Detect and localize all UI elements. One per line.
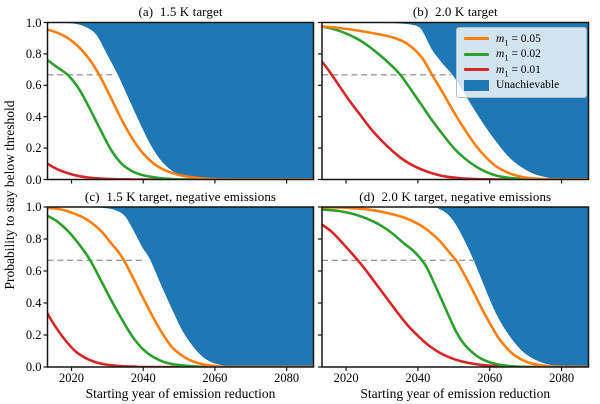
y-axis-label: Probability to stay below threshold bbox=[2, 100, 17, 290]
y-tick-label: 1.0 bbox=[25, 200, 42, 214]
curve-c-m1-0-02 bbox=[47, 214, 314, 367]
x-tick-label: 2060 bbox=[202, 371, 228, 385]
y-tick-label: 0.8 bbox=[25, 232, 42, 246]
legend-label: m1 = 0.05 bbox=[496, 32, 541, 48]
curve-c-m1-0-05 bbox=[47, 207, 314, 367]
legend-item-m1-002: m1 = 0.02 bbox=[464, 47, 580, 63]
x-axis-label-right: Starting year of emission reduction bbox=[360, 386, 551, 401]
curve-d-m1-0-02 bbox=[322, 208, 589, 367]
panel-d-spines bbox=[321, 206, 590, 368]
curve-b-m1-0-02 bbox=[322, 25, 589, 180]
legend-label: m1 = 0.01 bbox=[496, 63, 541, 79]
unachievable-region-d bbox=[322, 207, 589, 367]
x-tick-label: 2080 bbox=[549, 371, 575, 385]
y-tick-label: 0.2 bbox=[25, 141, 42, 156]
legend-item-m1-001: m1 = 0.01 bbox=[464, 62, 580, 78]
x-tick-label: 2020 bbox=[333, 371, 359, 385]
legend-label: Unachievable bbox=[496, 79, 560, 92]
panel-c-plot bbox=[47, 207, 314, 367]
x-tick-label: 2040 bbox=[130, 371, 156, 385]
y-tick-label: 0.0 bbox=[25, 172, 42, 187]
y-tick-label: 0.4 bbox=[25, 109, 42, 124]
legend-line-swatch-green bbox=[464, 52, 489, 56]
y-tick-label: 0.8 bbox=[25, 46, 42, 61]
panel-d-plot bbox=[322, 207, 589, 367]
panel-c-title: (c) 1.5 K target, negative emissions bbox=[84, 188, 277, 204]
x-tick-label: 2020 bbox=[59, 371, 85, 385]
legend-line-swatch-orange bbox=[464, 37, 489, 41]
curve-d-m1-0-05 bbox=[322, 207, 589, 367]
curve-b-m1-0-05 bbox=[322, 25, 589, 180]
curve-a-m1-0-01 bbox=[47, 162, 314, 180]
x-tick-label: 2040 bbox=[405, 371, 431, 385]
legend-patch-swatch-blue bbox=[464, 79, 489, 91]
y-tick-label: 0.6 bbox=[25, 264, 42, 278]
x-tick-label: 2060 bbox=[477, 371, 503, 385]
panel-b-title: (b) 2.0 K target bbox=[412, 4, 498, 19]
legend-item-m1-005: m1 = 0.05 bbox=[464, 31, 580, 47]
y-tick-label: 0.0 bbox=[25, 360, 42, 374]
unachievable-region-a bbox=[47, 22, 314, 180]
panel-c-spines bbox=[46, 206, 315, 368]
x-tick-label: 2080 bbox=[274, 371, 300, 385]
legend-label: m1 = 0.02 bbox=[496, 48, 541, 63]
panel-b-spines bbox=[321, 21, 590, 181]
y-tick-label: 0.6 bbox=[25, 78, 42, 93]
y-tick-label: 1.0 bbox=[25, 15, 42, 30]
y-tick-label: 0.2 bbox=[25, 328, 42, 342]
curve-a-m1-0-05 bbox=[47, 28, 314, 180]
legend-item-unachievable: Unachievable bbox=[464, 78, 580, 94]
unachievable-region-c bbox=[47, 207, 314, 367]
x-axis-label-left: Starting year of emission reduction bbox=[85, 386, 276, 401]
panel-a-title: (a) 1.5 K target bbox=[138, 4, 223, 19]
y-tick-label: 0.4 bbox=[25, 296, 42, 310]
panel-a-plot bbox=[47, 22, 314, 180]
panel-d-title: (d) 2.0 K target, negative emissions bbox=[359, 188, 552, 204]
panel-a-spines bbox=[46, 21, 315, 181]
legend-line-swatch-red bbox=[464, 68, 489, 72]
legend: m1 = 0.05 m1 = 0.02 m1 = 0.01 Unachievab… bbox=[456, 27, 587, 98]
